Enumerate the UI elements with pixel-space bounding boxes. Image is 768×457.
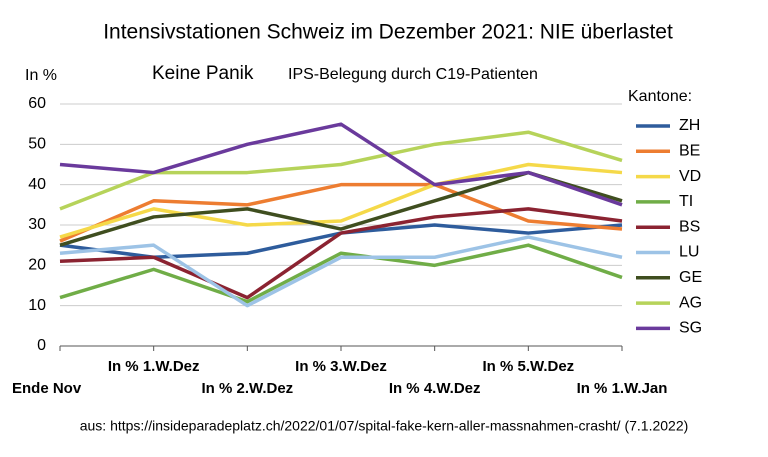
x-tick-label: In % 1.W.Dez — [108, 358, 200, 375]
series-line — [59, 235, 623, 308]
y-tick-label: 10 — [28, 297, 46, 314]
y-tick-label: 30 — [28, 216, 46, 233]
legend-label: VD — [679, 168, 701, 185]
legend-label: GE — [679, 269, 702, 286]
chart-subtitle-detail: IPS-Belegung durch C19-Patienten — [288, 66, 538, 83]
y-axis-label: In % — [25, 67, 57, 84]
y-tick-label: 0 — [37, 337, 46, 354]
x-tick-label: In % 5.W.Dez — [482, 358, 574, 375]
series-line — [59, 243, 623, 304]
legend-label: BE — [679, 143, 700, 160]
chart-title: Intensivstationen Schweiz im Dezember 20… — [103, 21, 673, 44]
x-tick-label: In % 2.W.Dez — [201, 380, 293, 397]
legend-label: TI — [679, 193, 693, 210]
series-line — [59, 207, 623, 300]
series-line — [59, 182, 623, 243]
legend-label: SG — [679, 320, 702, 337]
x-tick-label: In % 3.W.Dez — [295, 358, 387, 375]
y-tick-label: 20 — [28, 257, 46, 274]
legend-label: AG — [679, 294, 702, 311]
x-tick-label: Ende Nov — [12, 380, 82, 397]
x-tick-label: In % 1.W.Jan — [577, 380, 668, 397]
y-tick-label: 50 — [28, 136, 46, 153]
x-tick-label: In % 4.W.Dez — [389, 380, 481, 397]
y-tick-label: 60 — [28, 95, 46, 112]
series-line — [59, 162, 623, 239]
series-line — [59, 122, 623, 207]
legend-label: LU — [679, 244, 699, 261]
legend-label: BS — [679, 218, 700, 235]
source-note: aus: https://insideparadeplatz.ch/2022/0… — [80, 418, 689, 434]
chart-subtitle: Keine Panik — [152, 63, 254, 84]
legend-title: Kantone: — [628, 88, 692, 105]
legend-label: ZH — [679, 117, 700, 134]
y-tick-label: 40 — [28, 176, 46, 193]
